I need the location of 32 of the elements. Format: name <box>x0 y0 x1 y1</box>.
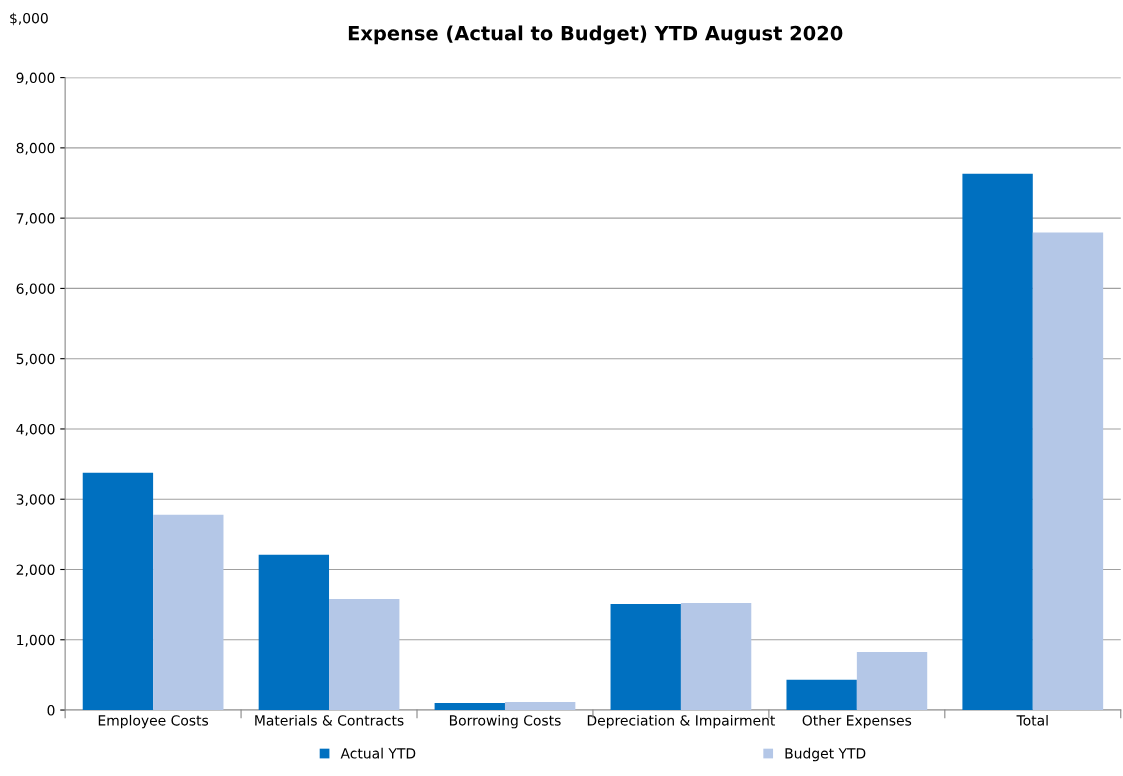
x-tick-label: Other Expenses <box>802 714 912 729</box>
bar <box>329 599 400 711</box>
x-tick-label: Depreciation & Impairment <box>587 714 776 729</box>
bar <box>82 472 154 711</box>
x-tick-label: Materials & Contracts <box>255 714 404 726</box>
y-tick-label: 8,000 <box>16 142 55 155</box>
bar <box>504 701 576 711</box>
bar <box>1032 232 1104 711</box>
bar <box>258 554 330 711</box>
legend-label: Budget YTD <box>785 747 866 762</box>
bar <box>680 602 752 711</box>
bar <box>153 514 224 711</box>
x-tick-label: Total <box>1016 714 1048 726</box>
y-tick-label: 6,000 <box>16 283 55 296</box>
x-tick-label: Employee Costs <box>98 714 209 729</box>
y-tick-label: 7,000 <box>16 213 55 226</box>
y-tick-label: 9,000 <box>16 72 55 85</box>
y-tick-label: 5,000 <box>16 353 55 366</box>
legend-label: Actual YTD <box>340 747 416 759</box>
y-tick-label: 0 <box>47 705 55 716</box>
y-tick-label: 3,000 <box>16 494 55 507</box>
y-axis-title: $,000 <box>10 12 48 26</box>
y-tick-label: 1,000 <box>17 634 55 647</box>
bar <box>962 173 1033 711</box>
bar <box>856 652 928 711</box>
y-tick-label: 4,000 <box>16 423 55 436</box>
y-tick-label: 2,000 <box>16 564 55 577</box>
chart-title: Expense (Actual to Budget) YTD August 2020 <box>348 25 843 45</box>
x-tick-label: Borrowing Costs <box>449 714 561 729</box>
bar <box>434 703 505 711</box>
bar <box>786 679 857 711</box>
bar <box>610 603 681 711</box>
